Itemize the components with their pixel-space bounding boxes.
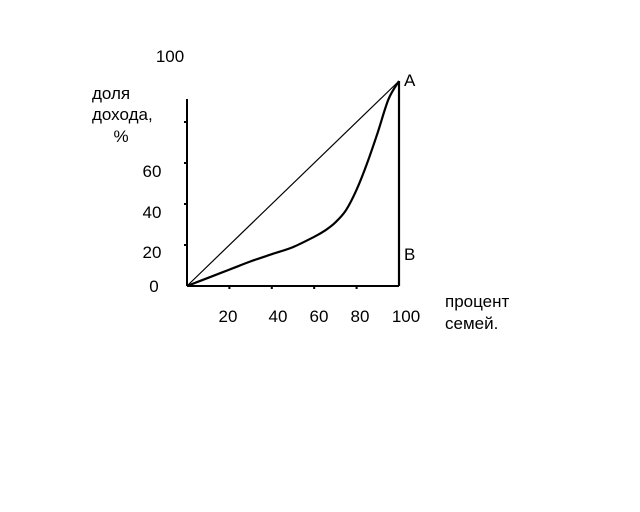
point-label-b: B bbox=[404, 245, 415, 264]
y-tick-marks bbox=[184, 121, 187, 246]
y-axis-label-line-2: дохода, bbox=[92, 105, 153, 124]
x-tick-label: 40 bbox=[269, 307, 288, 326]
x-tick-label: 80 bbox=[351, 307, 370, 326]
x-axis-label-line-2: семей. bbox=[445, 314, 498, 333]
y-top-label: 100 bbox=[156, 47, 184, 66]
y-axis-label-line-1: доля bbox=[92, 84, 130, 103]
x-tick-label: 20 bbox=[219, 307, 238, 326]
y-axis-label-line-3: % bbox=[113, 127, 128, 146]
y-tick-label: 60 bbox=[143, 162, 162, 181]
series-group bbox=[186, 80, 401, 288]
y-tick-labels: 0 20 40 60 bbox=[143, 162, 162, 296]
lorenz-curve bbox=[186, 80, 400, 288]
x-tick-label: 60 bbox=[310, 307, 329, 326]
x-tick-labels: 20 40 60 80 100 bbox=[219, 307, 421, 326]
x-tick-label: 100 bbox=[392, 307, 420, 326]
y-tick-label: 20 bbox=[143, 243, 162, 262]
x-axis-label-line-1: процент bbox=[445, 292, 510, 311]
point-labels: AB bbox=[404, 71, 416, 264]
y-tick-label: 0 bbox=[149, 277, 158, 296]
y-tick-label: 40 bbox=[143, 203, 162, 222]
point-label-a: A bbox=[404, 71, 416, 90]
equality-line bbox=[186, 80, 400, 287]
x-tick-marks bbox=[228, 286, 358, 289]
